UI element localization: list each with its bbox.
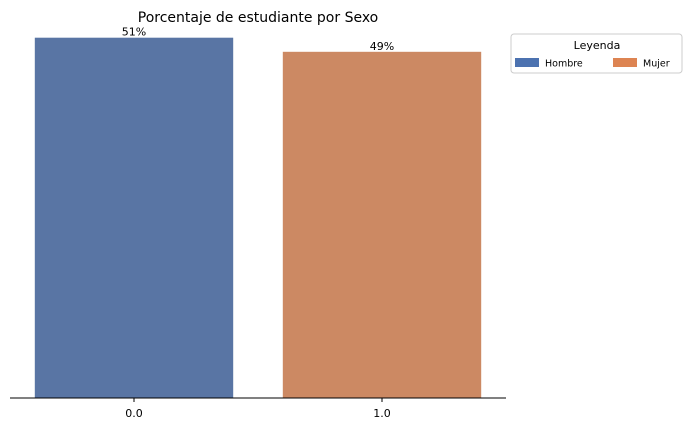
legend-label-1: Mujer (643, 59, 670, 70)
data-label-1: 49% (370, 40, 394, 53)
bar-1 (282, 51, 482, 399)
legend-swatch-0 (515, 58, 539, 67)
x-tick-label-0: 0.0 (125, 407, 143, 420)
legend-label-0: Hombre (545, 59, 583, 70)
x-axis-ticks: 0.0 1.0 (125, 398, 391, 420)
legend-title: Leyenda (574, 39, 621, 52)
bar-0 (34, 37, 234, 398)
legend-swatch-1 (613, 58, 637, 67)
chart-title: Porcentaje de estudiante por Sexo (138, 10, 379, 26)
data-label-0: 51% (122, 26, 146, 39)
x-tick-label-1: 1.0 (373, 407, 391, 420)
legend-frame (510, 33, 683, 74)
legend-entries: Hombre Mujer (515, 58, 670, 70)
legend: Leyenda Hombre Mujer (510, 33, 683, 74)
bars-layer: 51% 49% (34, 26, 482, 399)
